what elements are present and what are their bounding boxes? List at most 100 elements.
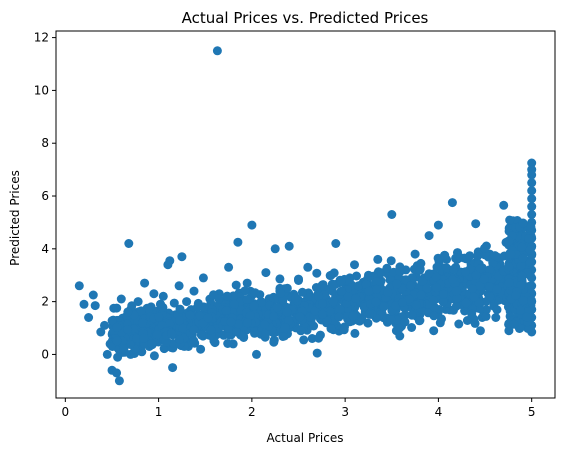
density-point — [429, 311, 439, 321]
density-point — [337, 286, 347, 296]
density-point — [406, 281, 416, 291]
density-point — [147, 339, 157, 348]
data-point — [429, 326, 439, 336]
density-point — [416, 290, 426, 300]
density-point — [511, 290, 521, 300]
y-tick-label: 12 — [34, 31, 49, 45]
data-point — [177, 252, 187, 262]
dense-band — [107, 215, 537, 362]
density-point — [113, 352, 123, 362]
density-point — [518, 253, 528, 263]
density-point — [137, 318, 147, 328]
density-point — [386, 315, 396, 325]
density-point — [361, 279, 371, 289]
y-tick-label: 4 — [41, 242, 49, 256]
density-point — [307, 334, 317, 343]
density-point — [525, 245, 535, 255]
density-point — [451, 286, 461, 296]
density-point — [517, 242, 527, 252]
density-point — [431, 283, 441, 293]
density-point — [485, 282, 495, 292]
density-point — [325, 306, 335, 316]
density-point — [417, 277, 427, 286]
density-point — [326, 324, 336, 334]
density-point — [437, 314, 446, 324]
data-point — [74, 281, 84, 291]
density-point — [119, 344, 129, 354]
density-point — [226, 317, 236, 327]
density-point — [328, 297, 338, 307]
density-point — [152, 330, 162, 340]
density-point — [322, 316, 332, 326]
y-tick-label: 10 — [34, 83, 49, 97]
density-point — [232, 327, 241, 337]
density-point — [516, 280, 526, 290]
density-point — [371, 297, 381, 307]
density-point — [296, 326, 306, 336]
density-point — [522, 312, 532, 322]
data-point — [252, 349, 261, 359]
density-point — [504, 278, 514, 288]
density-point — [504, 236, 514, 246]
density-point — [504, 262, 514, 272]
density-point — [383, 287, 393, 297]
density-point — [234, 319, 243, 329]
data-point — [116, 294, 126, 304]
density-point — [490, 251, 500, 261]
density-point — [479, 243, 489, 253]
x-axis-label: Actual Prices — [267, 431, 344, 445]
data-point — [233, 237, 243, 247]
density-point — [479, 274, 489, 284]
density-point — [392, 315, 402, 325]
density-point — [149, 351, 159, 361]
density-point — [112, 336, 122, 346]
data-point — [158, 291, 168, 301]
density-point — [475, 281, 485, 291]
density-point — [325, 271, 335, 281]
density-point — [231, 280, 241, 290]
data-point — [424, 231, 434, 241]
plot-frame — [55, 30, 556, 399]
density-point — [397, 297, 407, 307]
density-point — [336, 276, 346, 286]
density-point — [350, 328, 360, 338]
density-point — [470, 318, 480, 328]
data-point — [247, 220, 257, 230]
density-point — [518, 296, 528, 306]
density-point — [175, 304, 185, 314]
density-point — [185, 310, 195, 320]
density-point — [278, 332, 288, 341]
density-point — [165, 319, 175, 329]
y-axis-label: Predicted Prices — [8, 170, 22, 266]
density-point — [256, 298, 266, 308]
density-point — [314, 291, 324, 301]
density-point — [481, 305, 491, 315]
density-point — [222, 291, 232, 301]
density-point — [404, 294, 414, 304]
density-point — [272, 302, 282, 312]
density-point — [261, 328, 271, 338]
density-point — [505, 215, 515, 225]
density-point — [467, 284, 477, 294]
data-point — [527, 202, 537, 212]
density-point — [312, 268, 322, 278]
density-point — [353, 281, 363, 291]
data-point — [88, 290, 98, 300]
y-tick-label: 8 — [41, 136, 49, 150]
density-point — [229, 299, 239, 309]
density-point — [379, 302, 389, 311]
density-point — [282, 307, 292, 317]
data-point — [527, 158, 537, 168]
density-point — [158, 302, 168, 312]
density-point — [223, 339, 233, 348]
density-point — [452, 293, 462, 303]
density-point — [310, 306, 320, 316]
density-point — [372, 277, 382, 287]
density-point — [297, 287, 307, 297]
density-point — [242, 295, 252, 304]
density-point — [295, 312, 305, 322]
density-point — [465, 251, 475, 261]
